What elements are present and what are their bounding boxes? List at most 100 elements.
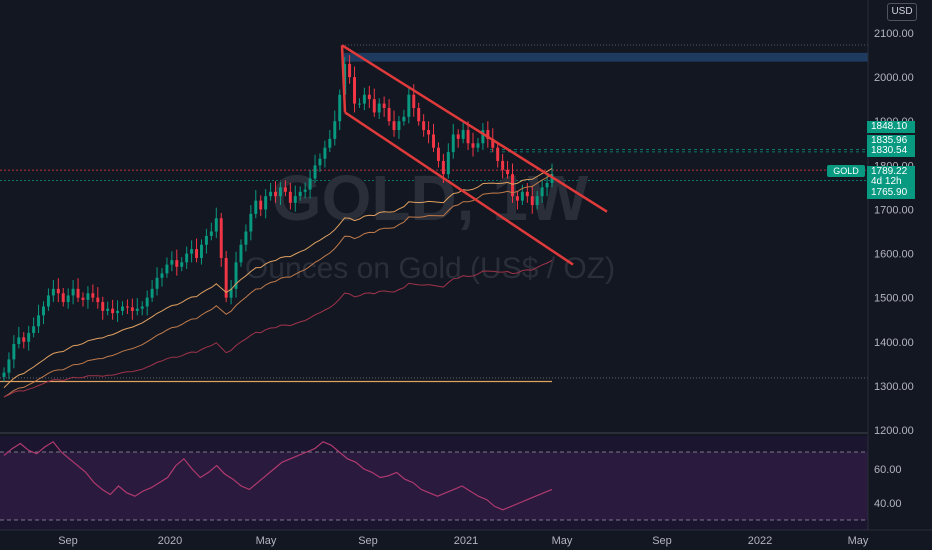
candle-body [432, 134, 435, 148]
candle-body [278, 187, 282, 197]
candle-body [303, 189, 307, 192]
candle-body [239, 244, 243, 263]
candle-body [46, 295, 50, 307]
candle-body [441, 160, 445, 175]
candle-body [372, 99, 376, 113]
moving-average-line [3, 168, 553, 389]
moving-average-line [3, 173, 553, 398]
x-tick-label: Sep [358, 535, 378, 547]
candle-body [2, 372, 6, 378]
candle-body [214, 218, 218, 232]
candle-body [422, 121, 426, 131]
candle-body [106, 308, 110, 311]
candle-body [496, 147, 500, 161]
currency-button[interactable]: USD [887, 3, 917, 21]
candle-body [86, 293, 90, 300]
price-tag: 1830.54 [867, 145, 915, 157]
candle-body [338, 94, 342, 122]
y-tick-label: 2100.00 [874, 28, 914, 40]
candle-body [481, 130, 485, 144]
y-tick-label: 1500.00 [874, 293, 914, 305]
candle-body [155, 277, 159, 289]
price-tag: 1848.10 [867, 121, 915, 133]
rsi-tick-label: 60.00 [874, 464, 902, 476]
candle-body [42, 306, 45, 316]
candle-body [37, 315, 41, 327]
resistance-zone [342, 52, 868, 62]
candle-body [209, 231, 213, 236]
candle-body [96, 297, 100, 303]
candle-body [180, 262, 184, 267]
candle-body [456, 134, 460, 139]
candle-body [323, 147, 327, 159]
channel-edge-line [340, 45, 347, 113]
candle-body [357, 103, 361, 105]
candle-body [199, 244, 203, 258]
candle-body [249, 213, 253, 232]
candle-body [407, 94, 411, 117]
candle-body [501, 160, 505, 170]
price-tag: 1835.96 [867, 135, 915, 147]
symbol-price-label: GOLD [827, 165, 865, 177]
candle-body [17, 337, 21, 344]
y-tick-label: 1700.00 [874, 204, 914, 216]
candle-body [204, 235, 208, 245]
candle-body [348, 63, 352, 78]
y-tick-label: 1400.00 [874, 337, 914, 349]
candle-body [244, 231, 248, 245]
candle-body [471, 143, 475, 148]
candle-body [535, 196, 539, 206]
candle-body [328, 138, 332, 148]
candle-body [12, 343, 16, 360]
x-tick-label: May [256, 535, 277, 547]
rsi-band [0, 452, 868, 520]
candle-body [81, 297, 85, 300]
candle-body [190, 249, 194, 254]
candle-body [101, 302, 105, 311]
candle-body [308, 178, 312, 190]
candle-body [259, 200, 263, 210]
candle-body [185, 253, 189, 263]
candle-body [446, 152, 450, 175]
candle-body [362, 94, 366, 104]
candle-body [486, 130, 490, 139]
candle-body [195, 249, 199, 258]
candle-body [32, 326, 36, 333]
x-tick-label: 2022 [748, 535, 772, 547]
candle-body [402, 116, 406, 122]
candle-body [264, 196, 268, 210]
candle-body [377, 103, 381, 113]
candle-body [353, 77, 357, 104]
candle-body [511, 174, 514, 197]
candle-body [165, 264, 169, 274]
x-tick-label: May [552, 535, 573, 547]
candle-body [145, 297, 149, 307]
candle-body [525, 191, 529, 197]
candle-body [135, 308, 139, 311]
candle-body [269, 191, 273, 197]
candle-body [234, 262, 238, 289]
rsi-tick-label: 40.00 [874, 498, 902, 510]
channel-upper-line [341, 44, 608, 213]
candle-body [219, 218, 223, 258]
candle-body [71, 288, 75, 296]
x-tick-label: May [848, 535, 869, 547]
channel-lower-line [344, 111, 574, 266]
price-tag: 4d 12h [867, 176, 915, 188]
candle-body [56, 288, 60, 294]
x-tick-label: Sep [652, 535, 672, 547]
candle-body [333, 121, 337, 139]
candle-body [125, 306, 129, 308]
price-tag: 1765.90 [867, 187, 915, 199]
candle-body [76, 288, 80, 298]
candle-body [392, 121, 396, 131]
candle-body [545, 182, 549, 188]
candle-body [520, 191, 524, 201]
candle-body [116, 310, 120, 314]
candle-body [427, 130, 431, 135]
candle-body [397, 121, 401, 131]
candle-body [540, 187, 544, 197]
candle-body [254, 200, 258, 214]
y-tick-label: 1600.00 [874, 249, 914, 261]
